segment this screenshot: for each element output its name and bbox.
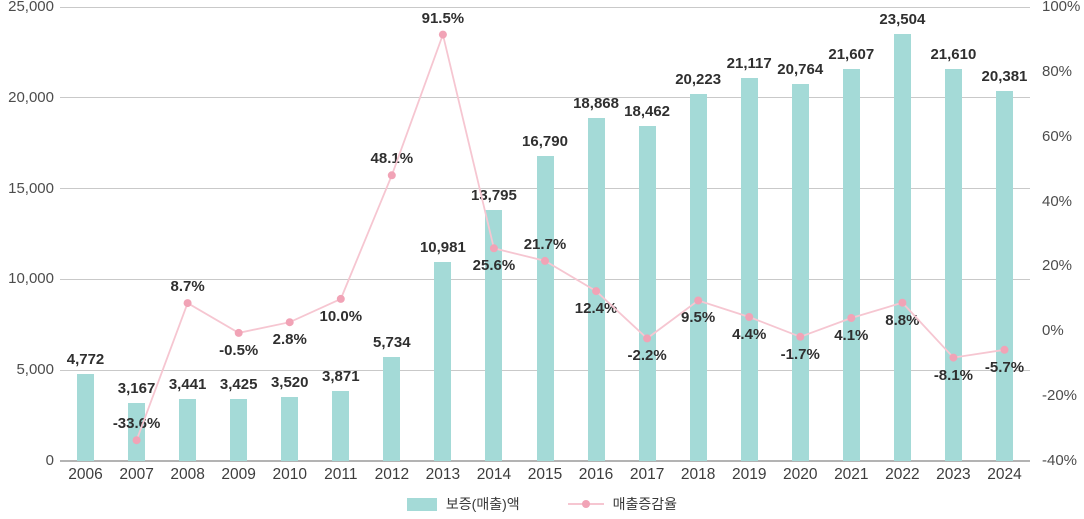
right-axis-tick: -40% — [1042, 452, 1078, 469]
line-dot-2012 — [387, 171, 396, 180]
bar-2008 — [179, 398, 197, 461]
legend-item-line: 매출증감율 — [567, 494, 678, 514]
line-dot-2009 — [234, 328, 243, 337]
bar-2013 — [434, 261, 452, 461]
year-tick: 2017 — [629, 466, 665, 483]
bar-2021 — [842, 68, 860, 461]
year-tick: 2014 — [476, 466, 512, 483]
legend-bar-label: 보증(매출)액 — [445, 496, 520, 512]
year-tick: 2016 — [578, 466, 614, 483]
pct-label: 25.6% — [472, 257, 516, 275]
pct-label: 2.8% — [272, 331, 307, 349]
bar-value-label: 10,981 — [419, 238, 466, 256]
year-tick: 2024 — [987, 466, 1022, 483]
bar-2006 — [77, 374, 95, 461]
line-dot-2011 — [336, 294, 345, 303]
gridline — [60, 97, 1030, 99]
legend-item-bar: 보증(매출)액 — [406, 494, 520, 514]
line-swatch-icon — [567, 500, 604, 508]
bar-value-label: 18,462 — [624, 102, 671, 120]
bar-2012 — [383, 356, 401, 461]
pct-label: 10.0% — [319, 307, 363, 325]
pct-label: -2.2% — [627, 347, 667, 365]
bar-2017 — [638, 125, 656, 461]
bar-2016 — [587, 118, 605, 461]
left-axis-tick: 10,000 — [8, 270, 54, 288]
pct-label: 9.5% — [681, 309, 716, 327]
bar-2010 — [281, 397, 299, 461]
pct-label: 8.8% — [885, 311, 920, 329]
pct-label: 21.7% — [523, 235, 567, 253]
bar-2020 — [791, 83, 809, 461]
pct-label: 4.4% — [732, 326, 767, 344]
year-tick: 2022 — [885, 466, 920, 483]
year-tick: 2012 — [374, 466, 410, 483]
pct-label: 48.1% — [370, 150, 414, 168]
year-tick: 2011 — [324, 466, 358, 483]
bar-swatch-icon — [406, 497, 437, 511]
year-tick: 2008 — [170, 466, 205, 483]
pct-label: -5.7% — [984, 358, 1025, 376]
bar-2024 — [995, 90, 1013, 461]
year-tick: 2021 — [834, 466, 869, 483]
bar-value-label: 16,790 — [522, 133, 568, 151]
bar-value-label: 20,223 — [675, 70, 722, 88]
line-dot-2013 — [438, 30, 447, 39]
pct-label: 12.4% — [574, 300, 618, 318]
bar-value-label: 4,772 — [66, 351, 105, 369]
bar-2023 — [944, 68, 962, 461]
bar-value-label: 13,795 — [470, 187, 517, 205]
gridline — [60, 460, 1030, 462]
right-axis-tick: 80% — [1042, 62, 1073, 80]
right-axis-tick: 40% — [1042, 192, 1073, 210]
year-tick: 2007 — [119, 466, 154, 483]
pct-label: 91.5% — [421, 9, 465, 27]
year-tick: 2009 — [221, 466, 256, 483]
left-axis-tick: 15,000 — [8, 179, 54, 197]
right-axis-tick: 20% — [1042, 257, 1073, 275]
bar-2009 — [230, 398, 248, 461]
line-dot-2010 — [285, 318, 294, 327]
year-tick: 2020 — [783, 466, 818, 483]
year-tick: 2013 — [425, 466, 461, 483]
bar-2018 — [689, 93, 707, 461]
bar-value-label: 5,734 — [373, 333, 411, 351]
pct-label: 4.1% — [834, 326, 869, 344]
left-axis-tick: 25,000 — [8, 0, 54, 15]
bar-value-label: 21,610 — [930, 45, 977, 63]
left-axis-tick: 0 — [45, 452, 54, 469]
year-tick: 2006 — [68, 466, 103, 483]
bar-value-label: 23,504 — [879, 11, 926, 29]
right-axis-tick: 100% — [1042, 0, 1081, 15]
bar-2007 — [128, 403, 146, 461]
pct-label: -1.7% — [780, 345, 820, 363]
legend-line-label: 매출증감율 — [612, 496, 678, 512]
bar-2019 — [740, 77, 758, 461]
year-tick: 2023 — [936, 466, 971, 483]
right-axis-tick: 60% — [1042, 127, 1073, 145]
bar-value-label: 20,381 — [981, 67, 1028, 85]
gridline — [60, 6, 1030, 8]
pct-label: 8.7% — [170, 278, 205, 296]
right-axis-tick: -20% — [1042, 387, 1078, 405]
pct-label: -33.6% — [112, 415, 161, 433]
year-tick: 2010 — [272, 466, 307, 483]
line-dot-2008 — [183, 299, 192, 308]
year-tick: 2019 — [731, 466, 767, 483]
left-axis-tick: 20,000 — [8, 88, 54, 106]
legend: 보증(매출)액 매출증감율 — [0, 494, 1084, 514]
right-axis-tick: 0% — [1042, 322, 1064, 340]
bar-value-label: 21,607 — [828, 45, 875, 63]
bar-value-label: 3,871 — [322, 367, 360, 385]
bar-2022 — [893, 34, 911, 461]
bar-value-label: 20,764 — [777, 60, 824, 78]
line-dot-icon — [581, 500, 590, 508]
year-tick: 2018 — [680, 466, 716, 483]
year-tick: 2015 — [527, 466, 563, 483]
left-axis-tick: 5,000 — [16, 361, 54, 379]
bar-2011 — [332, 390, 350, 461]
